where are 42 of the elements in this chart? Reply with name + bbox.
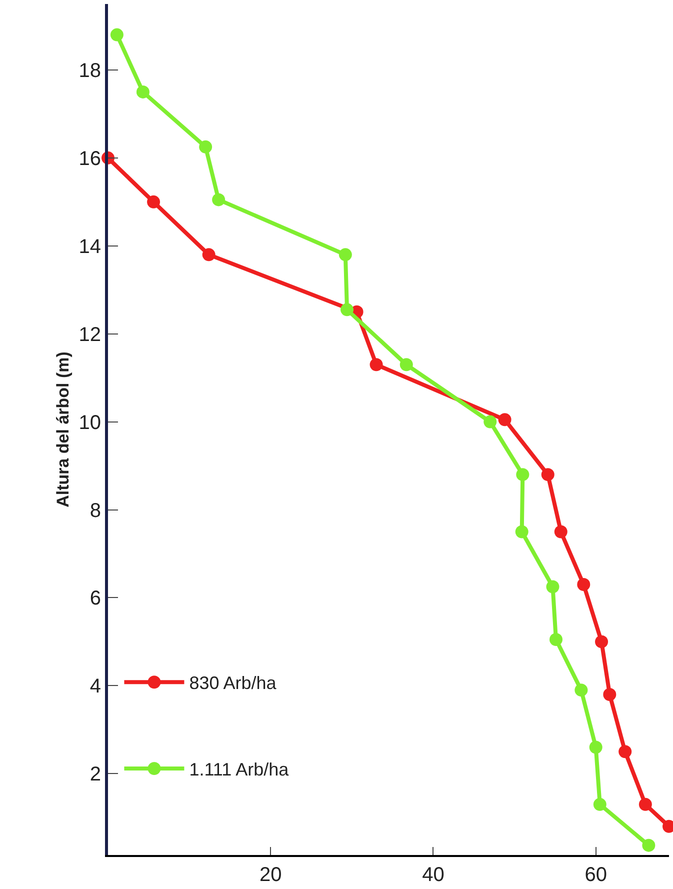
- point: [593, 798, 606, 811]
- legend-label: 830 Arb/ha: [189, 673, 278, 694]
- point: [549, 633, 562, 646]
- point: [589, 740, 602, 754]
- y-tick-label: 18: [78, 60, 101, 82]
- point: [136, 85, 150, 98]
- y-tick-label: 4: [90, 676, 101, 698]
- point: [603, 688, 616, 701]
- point: [577, 578, 590, 592]
- point: [484, 415, 497, 428]
- x-tick-label: 40: [422, 864, 444, 886]
- point: [516, 468, 530, 482]
- point: [147, 195, 160, 208]
- point: [202, 248, 216, 262]
- y-tick-label: 8: [90, 500, 101, 522]
- y-tick-label: 2: [90, 764, 101, 786]
- point: [400, 358, 413, 372]
- point: [110, 28, 124, 42]
- point: [546, 580, 560, 594]
- point: [338, 248, 352, 262]
- point: [618, 745, 632, 758]
- point: [340, 303, 354, 316]
- y-tick-label: 10: [78, 412, 101, 434]
- point: [541, 468, 554, 482]
- y-tick-label: 12: [78, 324, 101, 346]
- y-tick-label: 16: [78, 148, 101, 170]
- y-axis-title: Altura del árbol (m): [53, 352, 72, 508]
- point: [515, 525, 528, 538]
- x-tick-label: 20: [259, 864, 282, 886]
- x-tick-label: 60: [584, 864, 607, 886]
- point: [638, 798, 652, 811]
- point: [642, 838, 656, 852]
- legend-label: 1.111 Arb/ha: [189, 760, 290, 780]
- point: [595, 635, 608, 648]
- point: [212, 193, 226, 206]
- point: [370, 358, 383, 372]
- point: [498, 413, 512, 426]
- point: [199, 140, 212, 154]
- y-tick-label: 14: [78, 236, 101, 258]
- point: [574, 684, 588, 697]
- y-tick-label: 6: [90, 588, 101, 610]
- point: [554, 525, 568, 538]
